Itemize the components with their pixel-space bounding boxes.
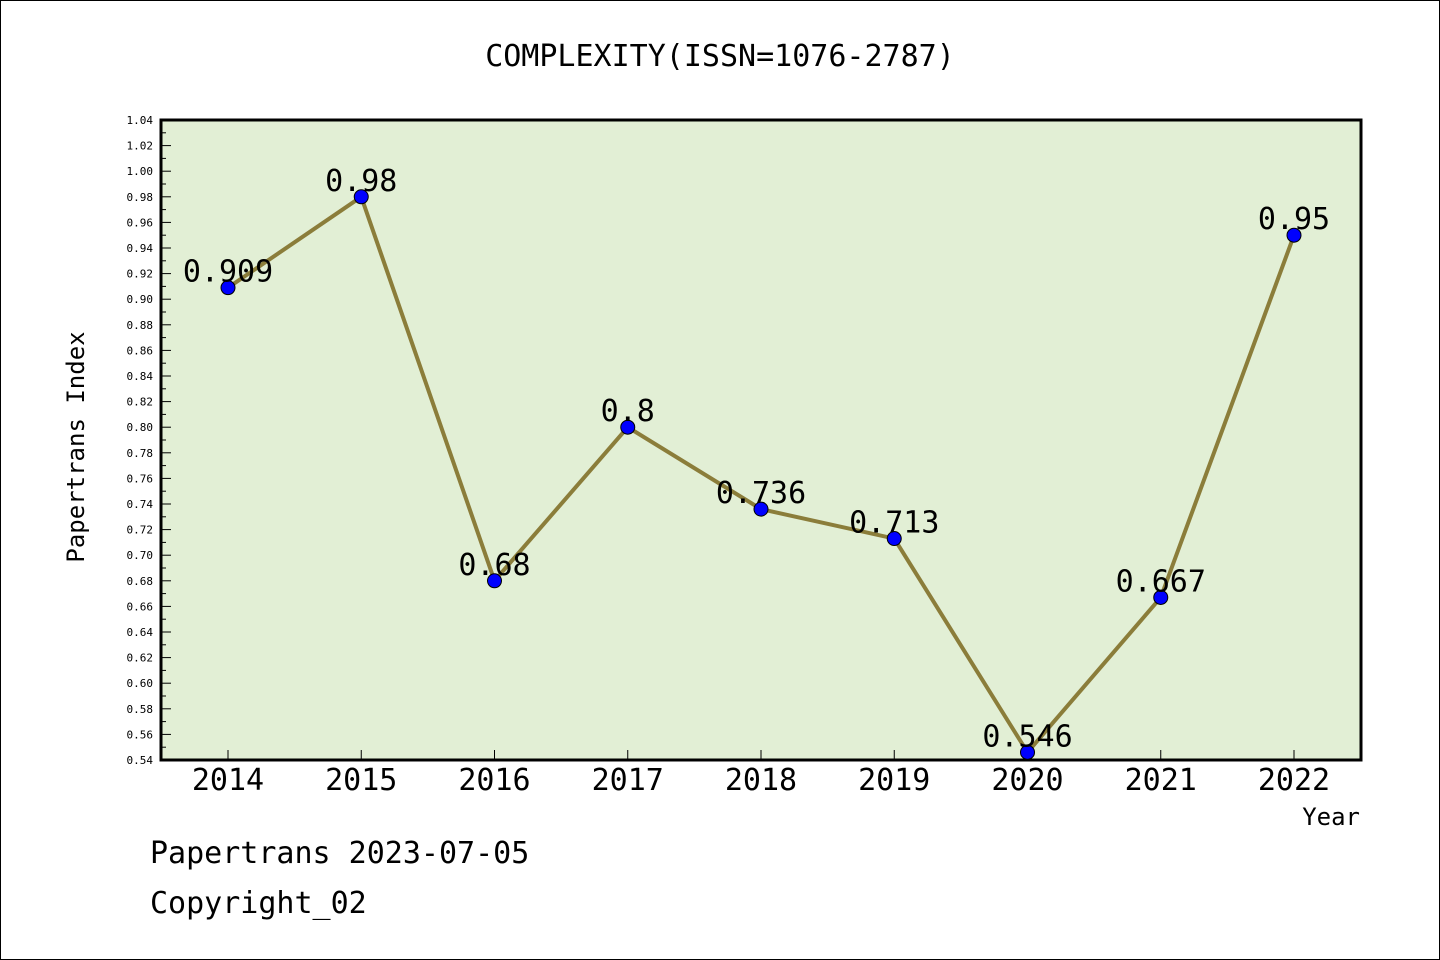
x-tick-label: 2016 — [458, 763, 530, 798]
y-axis: 0.54 0.56 0.58 0.60 0.62 0.64 0.66 0.68 0.70 0.72… — [127, 114, 171, 767]
y-tick-label: 0.74 — [127, 498, 154, 511]
x-tick-label: 2019 — [858, 763, 930, 798]
y-tick-label: 0.68 — [127, 575, 154, 588]
data-label: 0.546 — [982, 719, 1072, 754]
x-axis: 2014 2015 2016 2017 2018 2019 2020 2021 2022 — [192, 750, 1330, 798]
data-point — [487, 573, 502, 589]
data-point — [620, 419, 636, 435]
y-tick-label: 0.66 — [127, 600, 154, 613]
y-tick-label: 0.64 — [127, 626, 154, 639]
data-point — [1153, 589, 1169, 605]
data-point — [753, 501, 769, 517]
data-point — [353, 189, 369, 205]
y-tick-label: 0.56 — [127, 728, 154, 741]
data-point — [1020, 744, 1035, 760]
y-tick-label: 0.60 — [127, 677, 154, 690]
y-tick-label: 1.02 — [127, 140, 154, 153]
y-tick-label: 1.04 — [127, 114, 154, 127]
x-axis-label: Year — [1302, 803, 1360, 831]
x-tick-label: 2021 — [1125, 763, 1197, 798]
data-label: 0.909 — [183, 255, 273, 290]
plot-area — [159, 118, 1363, 762]
x-tick-label: 2020 — [991, 763, 1063, 798]
y-tick-label: 0.94 — [127, 242, 154, 255]
data-label: 0.713 — [849, 506, 939, 541]
data-point — [886, 531, 902, 547]
y-tick-label: 0.98 — [127, 191, 154, 204]
data-label: 0.667 — [1116, 564, 1206, 599]
data-label: 0.8 — [601, 394, 655, 429]
x-tick-label: 2015 — [325, 763, 397, 798]
y-tick-label: 1.00 — [127, 165, 154, 178]
data-label: 0.68 — [458, 548, 530, 583]
y-tick-label: 0.92 — [127, 268, 154, 281]
y-tick-label: 0.96 — [127, 216, 154, 229]
x-tick-label: 2018 — [725, 763, 797, 798]
x-tick-label: 2022 — [1258, 763, 1330, 798]
y-tick-label: 0.54 — [127, 754, 154, 767]
x-tick-label: 2017 — [592, 763, 664, 798]
y-tick-label: 0.62 — [127, 652, 154, 665]
x-tick-label: 2014 — [192, 763, 264, 798]
y-tick-label: 0.82 — [127, 396, 154, 409]
y-tick-label: 0.88 — [127, 319, 154, 332]
data-label: 0.98 — [325, 164, 397, 199]
series-line: 0.909 0.98 0.68 0.8 0.736 0.713 0.546 0.667 0.95 — [183, 164, 1330, 760]
y-tick-label: 0.80 — [127, 421, 154, 434]
y-tick-label: 0.70 — [127, 549, 154, 562]
y-tick-label: 0.72 — [127, 524, 154, 537]
y-tick-label: 0.76 — [127, 472, 154, 485]
chart-title: COMPLEXITY(ISSN=1076-2787) — [485, 39, 955, 74]
y-tick-label: 0.58 — [127, 703, 154, 716]
y-tick-label: 0.86 — [127, 344, 154, 357]
data-point — [220, 280, 236, 296]
data-label: 0.736 — [716, 476, 806, 511]
y-tick-label: 0.84 — [127, 370, 154, 383]
y-tick-label: 0.78 — [127, 447, 154, 460]
data-point — [1286, 227, 1302, 243]
y-tick-label: 0.90 — [127, 293, 154, 306]
footer-date: Papertrans 2023-07-05 — [150, 836, 530, 871]
data-label: 0.95 — [1258, 202, 1330, 237]
footer-copyright: Copyright_02 — [150, 886, 367, 921]
y-axis-label: Papertrans Index — [62, 331, 90, 562]
